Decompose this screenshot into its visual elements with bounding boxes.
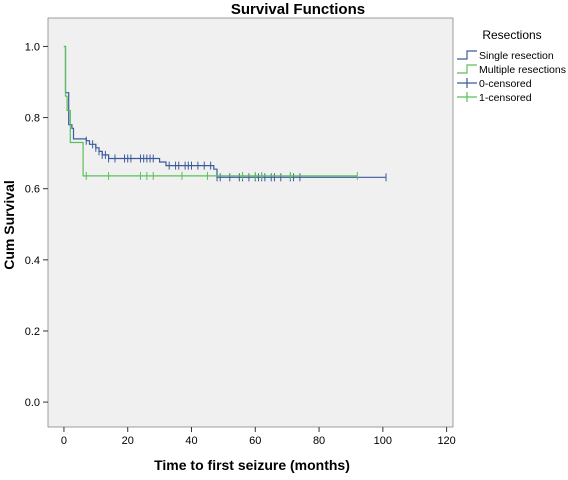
- series-step-line: [63, 45, 358, 177]
- x-tick-label: 80: [313, 435, 325, 447]
- legend-step-swatch: [457, 50, 477, 60]
- x-tick-label: 60: [249, 435, 261, 447]
- x-tick-label: 40: [185, 435, 197, 447]
- y-tick-label: 0.2: [25, 326, 40, 338]
- x-tick-label: 120: [437, 435, 455, 447]
- legend: Resections Single resection Multiple rese…: [457, 28, 566, 104]
- chart-title: Survival Functions: [231, 1, 365, 18]
- legend-entry-label: Multiple resections: [479, 64, 566, 76]
- series-layer: [63, 45, 387, 182]
- x-axis-label: Time to first seizure (months): [154, 457, 350, 473]
- y-axis-label: Cum Survival: [1, 180, 17, 269]
- x-tick-label: 20: [122, 435, 134, 447]
- plot-area: 0 20 40 60 80 100 120 0.0 0.2 0.4 0.6 0.8 1.0: [25, 17, 456, 447]
- legend-title: Resections: [482, 28, 541, 42]
- x-tick-label: 100: [374, 435, 392, 447]
- y-tick-label: 1.0: [25, 41, 40, 53]
- plot-background: [47, 17, 454, 428]
- legend-step-swatch: [457, 64, 477, 74]
- x-tick-label: 0: [61, 435, 67, 447]
- legend-entry-label: 1-censored: [479, 92, 532, 104]
- y-tick-label: 0.6: [25, 184, 40, 196]
- y-tick-label: 0.4: [25, 255, 40, 267]
- y-tick-label: 0.0: [25, 397, 40, 409]
- series-step-line: [63, 45, 386, 178]
- legend-entry-label: Single resection: [479, 50, 554, 62]
- y-tick-label: 0.8: [25, 113, 40, 125]
- legend-entry-label: 0-censored: [479, 78, 532, 90]
- axes-group: 0 20 40 60 80 100 120 0.0 0.2 0.4 0.6 0.8 1.0: [25, 41, 456, 447]
